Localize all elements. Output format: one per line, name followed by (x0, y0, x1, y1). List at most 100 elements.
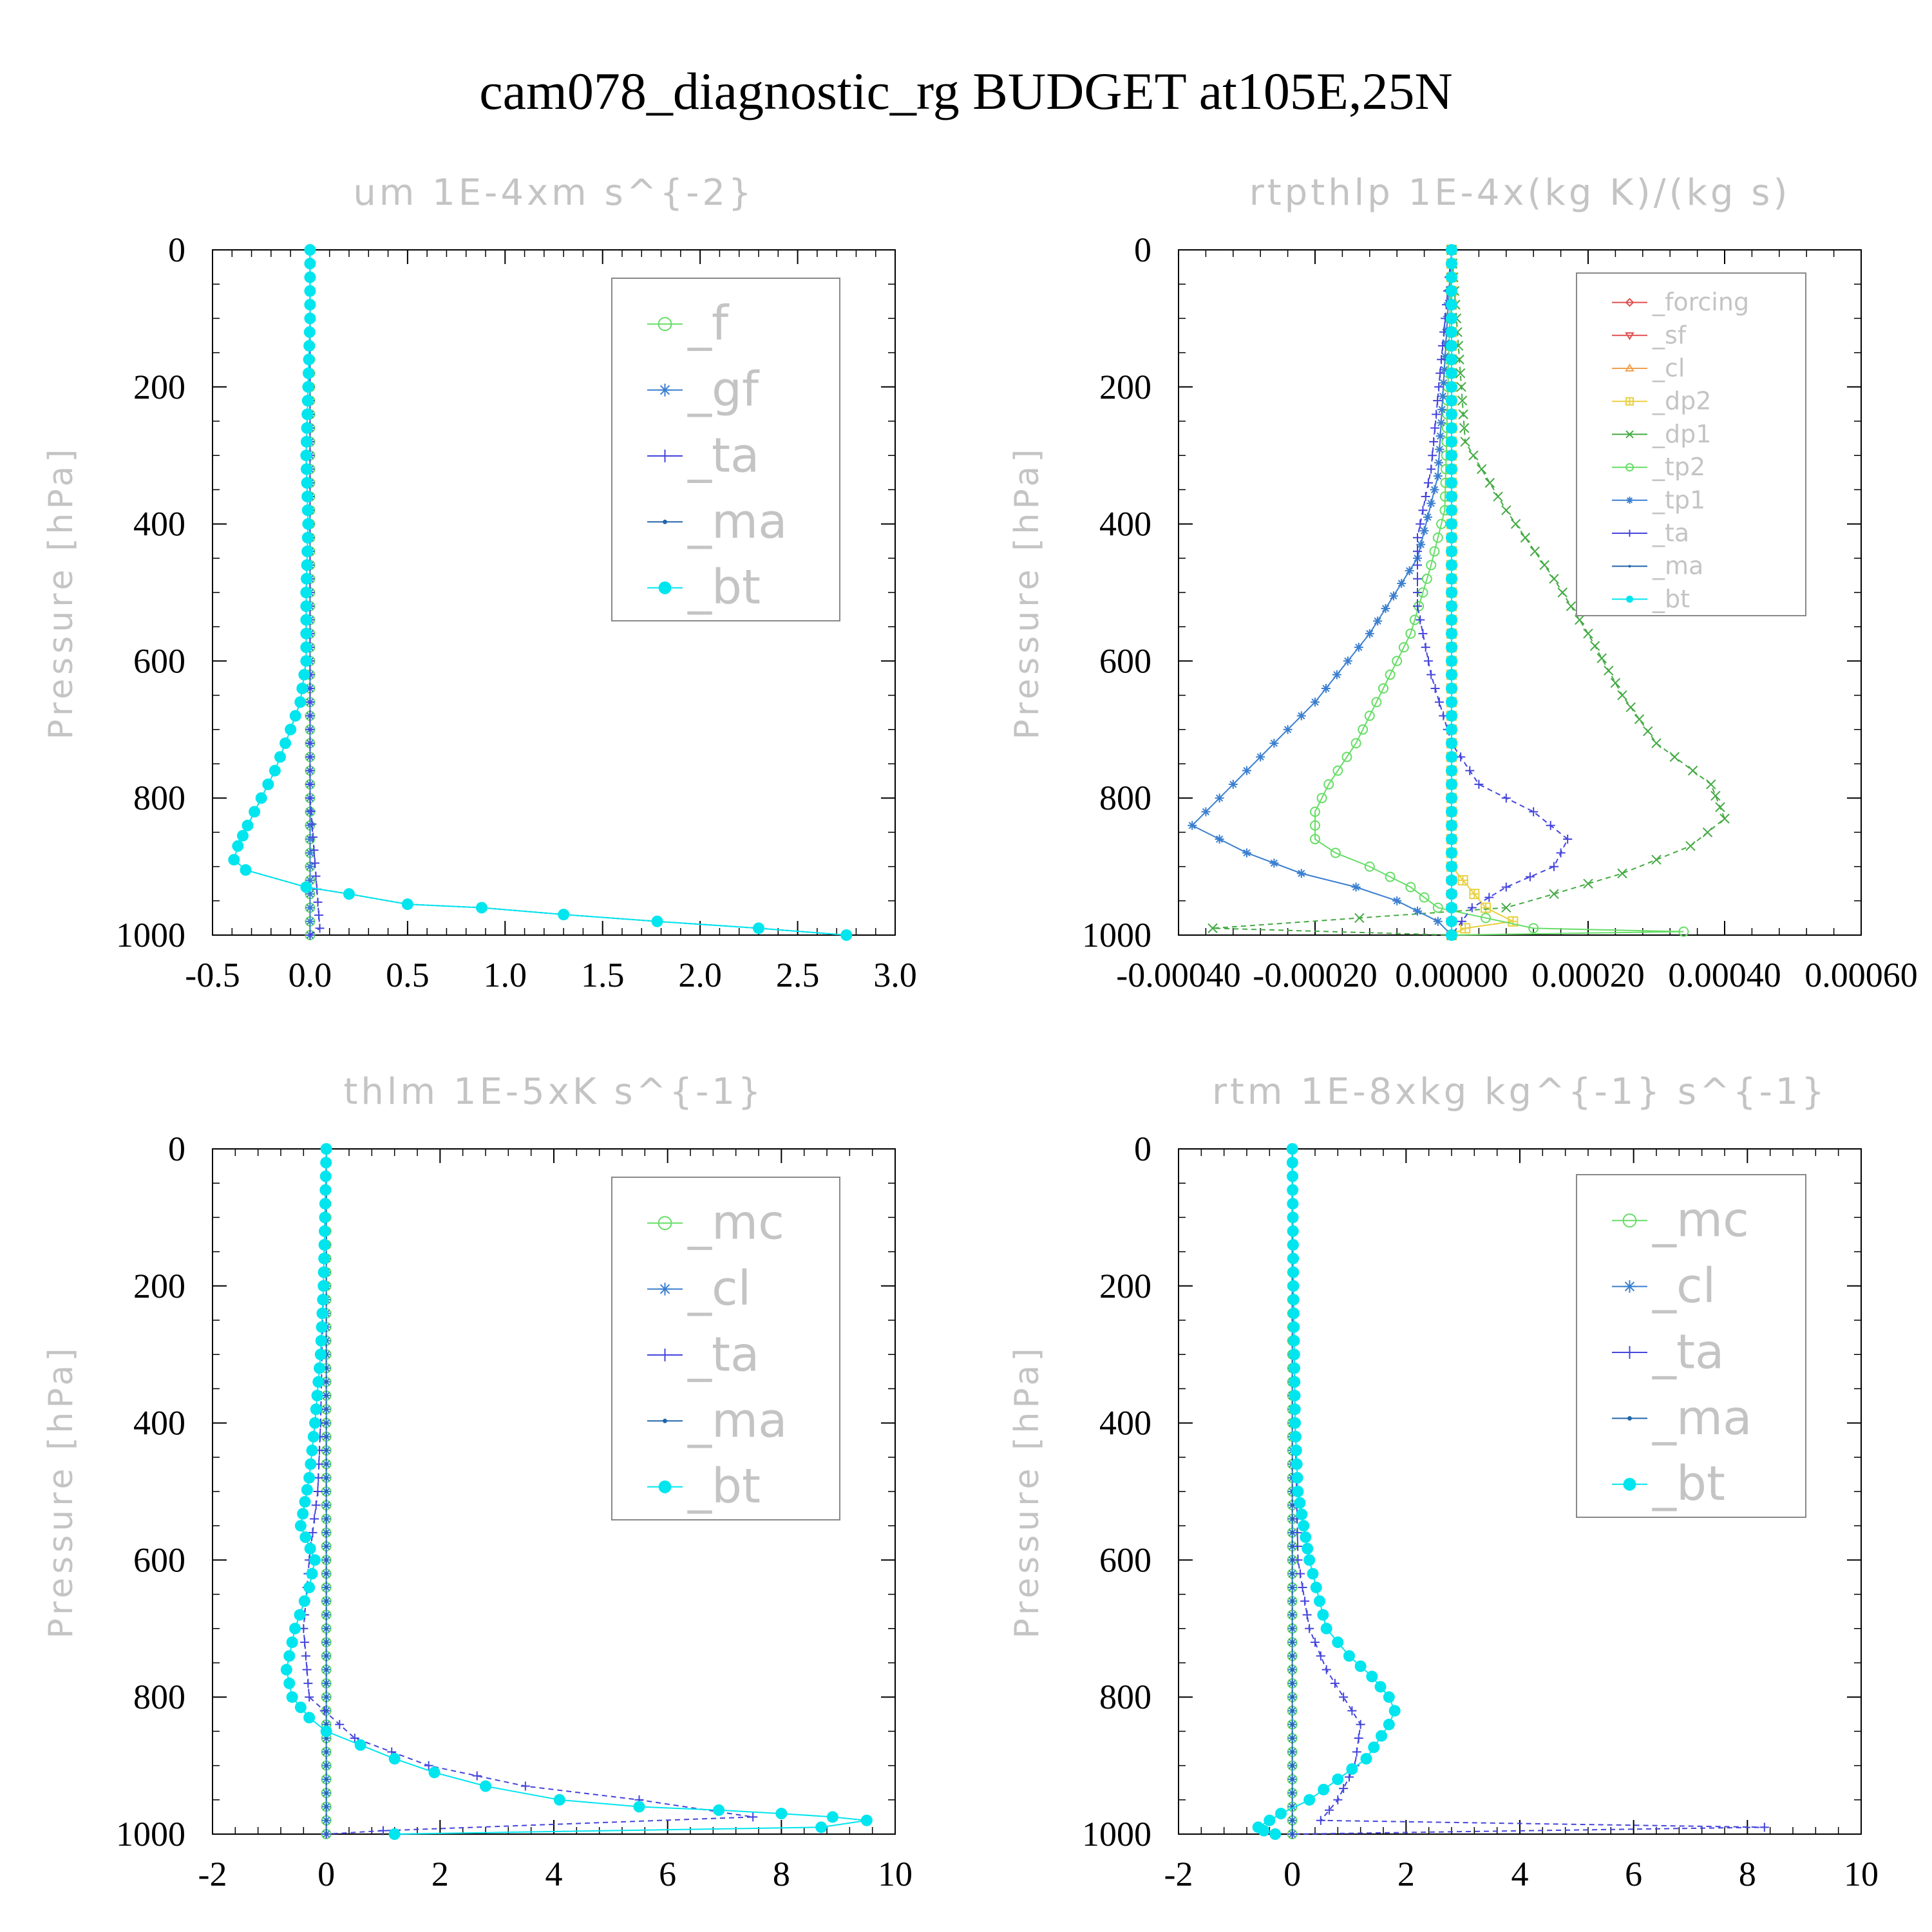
series-line (1256, 1148, 1396, 1835)
data-point (300, 881, 312, 893)
data-point (1201, 807, 1211, 817)
data-point (1438, 341, 1448, 350)
data-point (1354, 913, 1365, 923)
y-tick-label: 600 (133, 1540, 185, 1579)
data-point (325, 1572, 328, 1576)
data-point (1436, 418, 1446, 428)
x-tick-label: 6 (659, 1855, 676, 1893)
data-point (1429, 546, 1440, 557)
data-point (249, 806, 261, 818)
legend-marker (658, 450, 672, 462)
data-point (840, 929, 853, 941)
data-point (1291, 1736, 1294, 1740)
x-tick-label: -0.00020 (1253, 956, 1377, 994)
x-tick-label: 2 (1397, 1855, 1415, 1893)
data-point (1350, 738, 1361, 749)
data-point (1354, 643, 1363, 652)
legend-marker (1625, 363, 1634, 372)
data-point (1405, 628, 1416, 639)
legend-label: _cl (687, 1261, 751, 1316)
data-point (1459, 422, 1470, 433)
series-bt (1446, 244, 1457, 941)
data-point (1311, 1638, 1320, 1647)
legend: _f _gf _ta _ma _bt (611, 278, 840, 621)
data-point (1413, 533, 1422, 542)
legend-label: _bt (1652, 585, 1690, 613)
legend-marker (663, 1418, 667, 1423)
data-point (1289, 1376, 1301, 1388)
data-point (1556, 848, 1566, 858)
data-point (325, 1558, 328, 1562)
data-point (1287, 1238, 1299, 1251)
legend-label: _bt (1652, 1456, 1725, 1511)
data-point (310, 1403, 322, 1416)
panel-title: rtm 1E-8xkg kg^{-1} s^{-1} (1212, 1071, 1828, 1113)
data-point (305, 697, 315, 707)
legend: _forcing _sf _cl _dp2 _dp1 _tp2 _tp1 _ta _ma _bt (1576, 272, 1806, 616)
data-point (301, 1484, 313, 1496)
data-point (1289, 1390, 1301, 1402)
data-point (325, 1586, 328, 1589)
data-point (303, 326, 316, 338)
data-point (1446, 806, 1457, 818)
data-point (1398, 642, 1409, 653)
chart-panel-4: 0 200 400 600 800 1000 -2 0 2 4 6 8 10 rtm 1E-8xkg kg… (1008, 1071, 1879, 1893)
data-point (305, 807, 315, 817)
data-point (379, 1826, 388, 1835)
data-point (1293, 1528, 1302, 1537)
data-point (1269, 1828, 1282, 1840)
x-tick-label: 0.00060 (1804, 956, 1918, 994)
data-point (1557, 587, 1567, 598)
data-point (319, 1211, 331, 1224)
legend: _mc _cl _ta _ma _bt (611, 1177, 840, 1520)
data-point (1303, 1554, 1316, 1566)
data-point (286, 1691, 298, 1703)
data-point (305, 779, 315, 789)
data-point (1446, 381, 1457, 393)
data-point (1446, 477, 1457, 489)
data-point (1446, 737, 1457, 750)
legend-label: _dp1 (1652, 420, 1711, 448)
y-tick-label: 1000 (1082, 916, 1151, 954)
data-point (1563, 835, 1573, 844)
data-point (314, 1362, 326, 1374)
data-point (1426, 560, 1437, 571)
data-point (1596, 653, 1607, 663)
data-point (1446, 668, 1457, 681)
data-point (1368, 1741, 1380, 1754)
x-tick-label: 6 (1625, 1855, 1642, 1893)
data-point (289, 1622, 301, 1634)
data-point (1291, 1654, 1294, 1658)
data-point (1291, 1791, 1294, 1795)
data-point (308, 832, 317, 842)
data-point (1430, 485, 1439, 495)
data-point (301, 395, 314, 407)
legend-marker (658, 383, 672, 397)
data-point (1549, 574, 1559, 584)
data-point (325, 1804, 328, 1808)
legend-marker (1625, 332, 1634, 341)
data-point (300, 655, 312, 667)
data-point (1583, 878, 1593, 889)
legend-label: _f (687, 296, 730, 352)
legend-label: _tp1 (1652, 486, 1705, 514)
data-point (1321, 683, 1331, 693)
data-point (1446, 847, 1457, 859)
data-point (302, 1665, 312, 1674)
data-point (305, 820, 315, 830)
data-point (1549, 862, 1558, 871)
data-point (283, 1650, 296, 1662)
data-point (1446, 915, 1457, 927)
data-point (304, 285, 316, 297)
data-point (317, 1266, 330, 1278)
data-point (1356, 1719, 1365, 1729)
data-point (1351, 882, 1361, 892)
data-point (1388, 1705, 1401, 1717)
data-point (269, 764, 281, 777)
series-line (1314, 249, 1684, 936)
data-point (1435, 444, 1444, 454)
legend-marker (663, 519, 667, 524)
data-point (1446, 860, 1457, 873)
data-point (1416, 615, 1425, 625)
legend-marker (658, 1480, 672, 1493)
